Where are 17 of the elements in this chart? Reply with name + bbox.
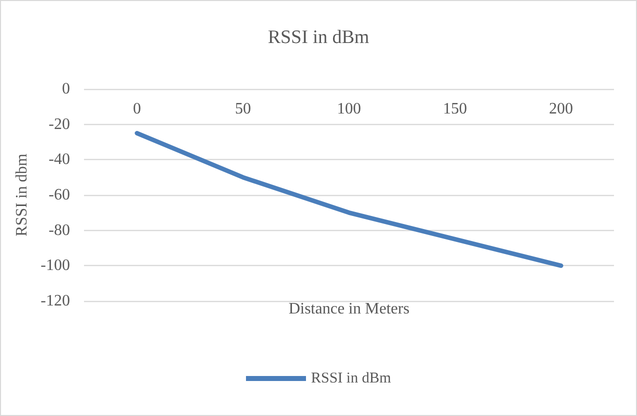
y-axis-title: RSSI in dbm — [13, 153, 30, 236]
y-tick-label: -40 — [48, 151, 70, 168]
x-tick-label: 200 — [549, 100, 573, 118]
x-tick-label: 50 — [235, 100, 251, 118]
y-tick-label: -20 — [48, 116, 70, 133]
y-tick-label: -120 — [40, 292, 70, 310]
x-tick-label: 100 — [337, 100, 361, 118]
chart-title: RSSI in dBm — [268, 27, 370, 48]
x-tick-label: 150 — [443, 100, 467, 118]
x-tick-label: 0 — [133, 100, 141, 118]
y-tick-label: -100 — [40, 257, 70, 274]
y-tick-label: -60 — [48, 186, 70, 204]
y-tick-label: 0 — [62, 80, 70, 98]
line-series — [134, 130, 564, 268]
x-axis-title: Distance in Meters — [288, 300, 410, 318]
y-tick-label: -80 — [48, 222, 70, 239]
legend-label: RSSI in dBm — [310, 370, 392, 386]
